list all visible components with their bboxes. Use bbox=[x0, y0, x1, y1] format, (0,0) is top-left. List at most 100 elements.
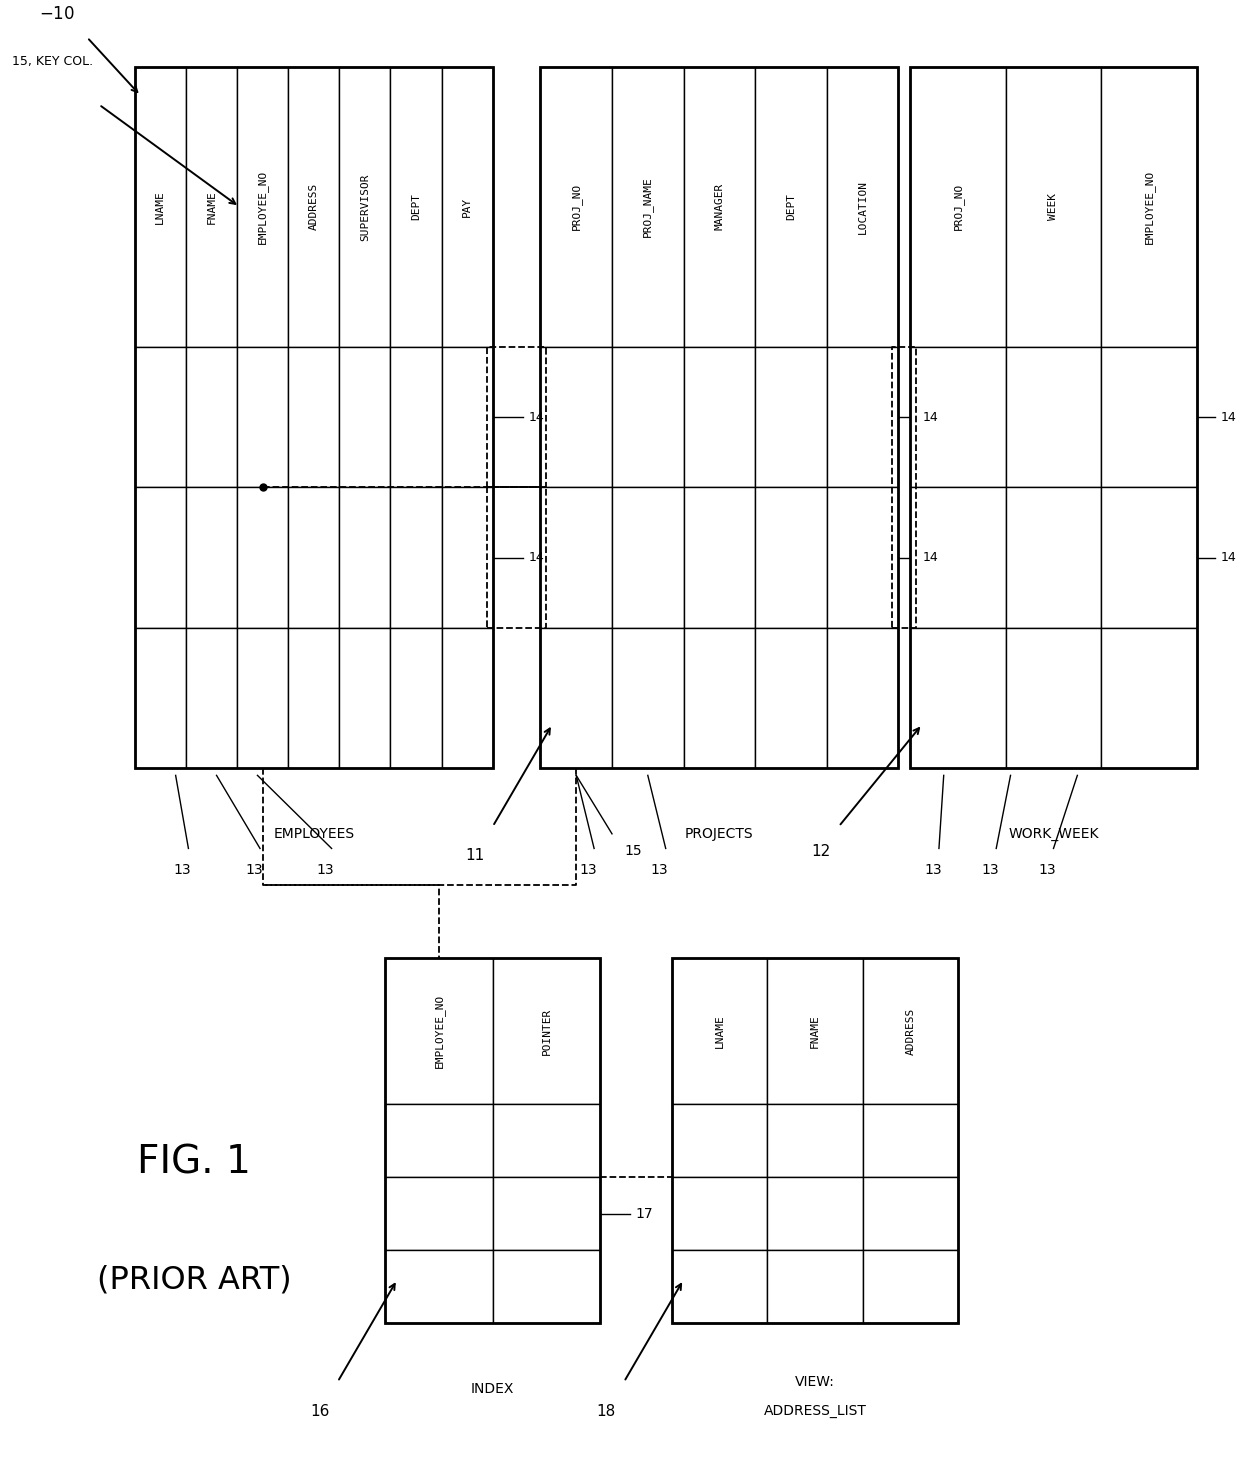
Bar bbox=[613, 66, 683, 347]
Text: VIEW:: VIEW: bbox=[795, 1374, 835, 1389]
Bar bbox=[827, 347, 898, 487]
Text: FNAME: FNAME bbox=[206, 190, 217, 224]
Bar bbox=[541, 347, 613, 487]
Text: PROJ_NAME: PROJ_NAME bbox=[642, 177, 653, 237]
Bar bbox=[288, 487, 340, 628]
Bar bbox=[386, 1177, 492, 1250]
Bar bbox=[340, 347, 391, 487]
Text: 15: 15 bbox=[624, 844, 641, 858]
Bar bbox=[755, 66, 827, 347]
Bar bbox=[391, 66, 441, 347]
Text: 13: 13 bbox=[317, 863, 335, 877]
Text: 13: 13 bbox=[981, 863, 999, 877]
Bar bbox=[613, 628, 683, 768]
Text: LNAME: LNAME bbox=[714, 1015, 724, 1047]
Bar bbox=[768, 1105, 863, 1177]
Bar bbox=[441, 628, 492, 768]
Text: 13: 13 bbox=[174, 863, 191, 877]
Bar bbox=[613, 487, 683, 628]
Text: 13: 13 bbox=[246, 863, 263, 877]
Bar bbox=[237, 347, 288, 487]
Bar bbox=[1101, 347, 1197, 487]
Bar bbox=[492, 958, 600, 1105]
Bar bbox=[683, 347, 755, 487]
Bar bbox=[827, 487, 898, 628]
Bar bbox=[1006, 66, 1101, 347]
Bar bbox=[863, 1177, 959, 1250]
Text: 17: 17 bbox=[636, 1206, 653, 1221]
Text: 14: 14 bbox=[1220, 552, 1236, 563]
Bar bbox=[910, 628, 1006, 768]
Bar bbox=[135, 66, 492, 768]
Bar bbox=[672, 1250, 768, 1324]
Bar bbox=[683, 487, 755, 628]
Text: EMPLOYEES: EMPLOYEES bbox=[273, 827, 355, 840]
Text: DEPT: DEPT bbox=[410, 193, 420, 221]
Text: EMPLOYEE_NO: EMPLOYEE_NO bbox=[257, 169, 268, 244]
Text: 14: 14 bbox=[528, 410, 544, 424]
Bar bbox=[1101, 628, 1197, 768]
Bar bbox=[910, 487, 1006, 628]
Text: PROJ_NO: PROJ_NO bbox=[570, 184, 582, 231]
Text: FIG. 1: FIG. 1 bbox=[138, 1143, 252, 1181]
Text: EMPLOYEE_NO: EMPLOYEE_NO bbox=[1143, 169, 1154, 244]
Bar bbox=[340, 628, 391, 768]
Bar bbox=[768, 958, 863, 1105]
Text: 13: 13 bbox=[1039, 863, 1056, 877]
Text: EMPLOYEE_NO: EMPLOYEE_NO bbox=[434, 994, 444, 1068]
Bar bbox=[1101, 66, 1197, 347]
Text: PROJ_NO: PROJ_NO bbox=[952, 184, 963, 231]
Bar bbox=[755, 487, 827, 628]
Bar bbox=[186, 628, 237, 768]
Text: $\mathdefault{-10}$: $\mathdefault{-10}$ bbox=[40, 4, 76, 22]
Bar bbox=[672, 958, 768, 1105]
Text: INDEX: INDEX bbox=[471, 1381, 515, 1396]
Text: 12: 12 bbox=[811, 844, 831, 859]
Bar bbox=[863, 958, 959, 1105]
Bar bbox=[386, 958, 600, 1324]
Bar bbox=[340, 66, 391, 347]
Bar bbox=[135, 628, 186, 768]
Bar bbox=[827, 628, 898, 768]
Bar bbox=[910, 66, 1006, 347]
Text: LOCATION: LOCATION bbox=[858, 179, 868, 234]
Bar bbox=[1101, 487, 1197, 628]
Text: MANAGER: MANAGER bbox=[714, 184, 724, 231]
Text: 11: 11 bbox=[465, 849, 485, 863]
Text: 14: 14 bbox=[923, 410, 937, 424]
Bar bbox=[391, 628, 441, 768]
Bar bbox=[386, 1250, 492, 1324]
Bar bbox=[237, 628, 288, 768]
Bar bbox=[441, 487, 492, 628]
Text: ADDRESS: ADDRESS bbox=[905, 1008, 915, 1055]
Text: 13: 13 bbox=[924, 863, 942, 877]
Bar bbox=[683, 66, 755, 347]
Text: PROJECTS: PROJECTS bbox=[684, 827, 754, 840]
Bar bbox=[288, 628, 340, 768]
Bar bbox=[541, 66, 613, 347]
Bar bbox=[910, 66, 1197, 768]
Bar bbox=[672, 958, 959, 1324]
Text: 18: 18 bbox=[596, 1403, 616, 1420]
Bar bbox=[288, 347, 340, 487]
Text: ADDRESS_LIST: ADDRESS_LIST bbox=[764, 1403, 867, 1418]
Bar bbox=[768, 1177, 863, 1250]
Bar bbox=[541, 628, 613, 768]
Bar bbox=[613, 347, 683, 487]
Bar bbox=[1006, 487, 1101, 628]
Bar bbox=[186, 487, 237, 628]
Bar bbox=[492, 1177, 600, 1250]
Bar bbox=[827, 66, 898, 347]
Text: 16: 16 bbox=[310, 1403, 330, 1420]
Bar bbox=[186, 66, 237, 347]
Text: WEEK: WEEK bbox=[1049, 193, 1059, 221]
Bar bbox=[391, 347, 441, 487]
Text: (PRIOR ART): (PRIOR ART) bbox=[97, 1264, 291, 1294]
Bar bbox=[672, 1105, 768, 1177]
Text: ADDRESS: ADDRESS bbox=[309, 184, 319, 231]
Bar bbox=[391, 487, 441, 628]
Text: 14: 14 bbox=[528, 552, 544, 563]
Bar bbox=[863, 1250, 959, 1324]
Bar bbox=[910, 347, 1006, 487]
Bar bbox=[386, 958, 492, 1105]
